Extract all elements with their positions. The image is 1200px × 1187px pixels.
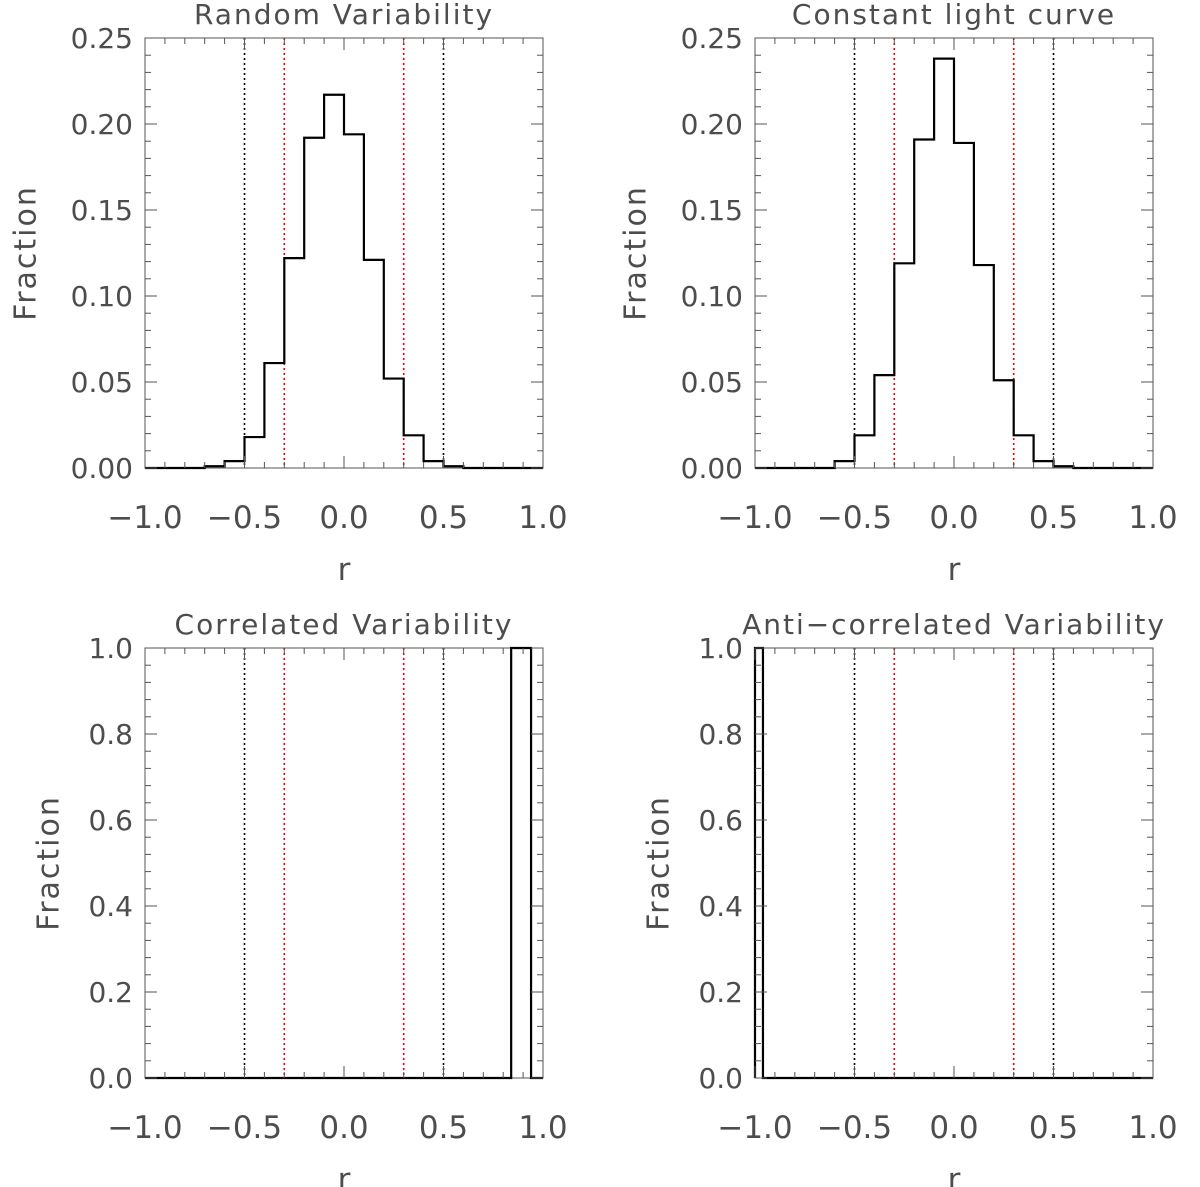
y-tick-label: 0.15 (71, 194, 133, 227)
y-axis-label: Fraction (9, 185, 44, 321)
x-tick-label: 0.5 (419, 500, 468, 536)
y-tick-label: 0.4 (698, 890, 743, 923)
chart-title: Anti−correlated Variability (742, 608, 1166, 641)
x-tick-label: −0.5 (817, 1110, 892, 1146)
histogram-bar-5 (835, 461, 855, 468)
histogram-bar-11 (954, 143, 974, 468)
x-tick-label: −1.0 (717, 500, 792, 536)
histogram-bar-6 (245, 437, 265, 468)
y-axis-label: Fraction (642, 795, 677, 931)
histogram-bar-16 (444, 466, 464, 468)
histogram-outline (755, 57, 1153, 470)
y-tick-label: 0.6 (88, 804, 133, 837)
y-tick-label: 0.10 (681, 280, 743, 313)
y-tick-label: 1.0 (88, 632, 133, 665)
y-tick-label: 0.2 (698, 976, 743, 1009)
y-axis-label: Fraction (32, 795, 67, 931)
y-tick-label: 0.20 (681, 108, 743, 141)
chart-title: Constant light curve (792, 0, 1116, 31)
histogram-bar-13 (994, 380, 1014, 468)
histogram-bar-13 (384, 379, 404, 468)
y-axis-label: Fraction (619, 185, 654, 321)
chart-panel-4: −1.0 −0.5 0.0 0.5 1.00.00.20.40.60.81.0Anti−… (642, 608, 1178, 1187)
y-tick-label: 0.00 (681, 452, 743, 485)
x-tick-label: 0.0 (929, 500, 978, 536)
y-tick-label: 0.20 (71, 108, 133, 141)
histogram-bar-8 (284, 258, 304, 468)
histogram-bar-9 (304, 138, 324, 468)
x-tick-label: −1.0 (107, 1110, 182, 1146)
x-tick-label: −0.5 (207, 1110, 282, 1146)
histogram-bar-10 (934, 59, 954, 468)
chart-title: Random Variability (194, 0, 494, 31)
x-tick-label: −0.5 (207, 500, 282, 536)
plot-frame (754, 647, 1154, 1079)
x-tick-label: −1.0 (717, 1110, 792, 1146)
histogram-bar-4 (205, 466, 225, 468)
x-tick-label: 0.5 (1029, 500, 1078, 536)
histogram-bar-12 (364, 260, 384, 468)
x-tick-label: −1.0 (107, 500, 182, 536)
histogram-outline (753, 646, 1153, 1080)
histogram-bar-2 (511, 648, 531, 1078)
histogram-bar-7 (264, 363, 284, 468)
chart-panel-3: −1.0 −0.5 0.0 0.5 1.0 0.0 0.2 0.4 0.6 0.8 1.0 Corre… (32, 608, 568, 1187)
histogram-bar-5 (225, 461, 245, 468)
histogram-bar-16 (1054, 466, 1074, 468)
y-tick-label: 0.25 (681, 22, 743, 55)
x-tick-label: −0.5 (817, 500, 892, 536)
y-tick-label: 0.6 (698, 804, 743, 837)
y-tick-label: 0.0 (88, 1062, 133, 1095)
histogram-bar-14 (404, 435, 424, 468)
chart-panel-1: −1.0 −0.5 0.0 0.5 1.0 0.00 0.05 0.10 0.15 0.20 0.2… (9, 0, 568, 588)
x-tick-label: 1.0 (1128, 500, 1177, 536)
histogram-outline (145, 646, 543, 1080)
y-tick-label: 0.10 (71, 280, 133, 313)
y-tick-label: 0.8 (698, 718, 743, 751)
x-tick-label: 1.0 (1128, 1110, 1177, 1146)
y-tick-label: 0.0 (698, 1062, 743, 1095)
y-tick-label: 0.05 (71, 366, 133, 399)
x-axis-label: r (338, 552, 351, 588)
y-tick-label: 0.2 (88, 976, 133, 1009)
y-tick-label: 0.00 (71, 452, 133, 485)
x-axis-label: r (948, 1162, 961, 1187)
y-tick-label: 0.05 (681, 366, 743, 399)
histogram-bar-7 (874, 375, 894, 468)
chart-panel-2: −1.0 −0.5 0.0 0.5 1.0 0.00 0.05 0.10 0.15 0.20 0.2… (619, 0, 1178, 588)
x-tick-label: 0.5 (419, 1110, 468, 1146)
x-tick-label: 0.5 (1029, 1110, 1078, 1146)
histogram-bar-15 (424, 461, 444, 468)
x-axis-label: r (948, 552, 961, 588)
histogram-bar-8 (894, 263, 914, 468)
y-tick-label: 0.4 (88, 890, 133, 923)
histogram-bar-6 (855, 435, 875, 468)
y-tick-label: 0.15 (681, 194, 743, 227)
histogram-bar-10 (324, 95, 344, 468)
histogram-bar-11 (344, 134, 364, 468)
histogram-bar-15 (1034, 461, 1054, 468)
x-tick-label: 1.0 (518, 1110, 567, 1146)
histogram-bar-9 (914, 139, 934, 468)
x-tick-label: 0.0 (929, 1110, 978, 1146)
y-tick-label: 1.0 (698, 632, 743, 665)
x-tick-label: 0.0 (319, 1110, 368, 1146)
histogram-bar-1 (755, 648, 763, 1078)
y-tick-label: 0.8 (88, 718, 133, 751)
y-tick-label: 0.25 (71, 22, 133, 55)
histogram-bar-12 (974, 265, 994, 468)
x-axis-label: r (338, 1162, 351, 1187)
x-tick-label: 1.0 (518, 500, 567, 536)
chart-title: Correlated Variability (175, 608, 514, 641)
x-tick-label: 0.0 (319, 500, 368, 536)
histogram-bar-14 (1014, 435, 1034, 468)
plot-frame (144, 647, 544, 1079)
